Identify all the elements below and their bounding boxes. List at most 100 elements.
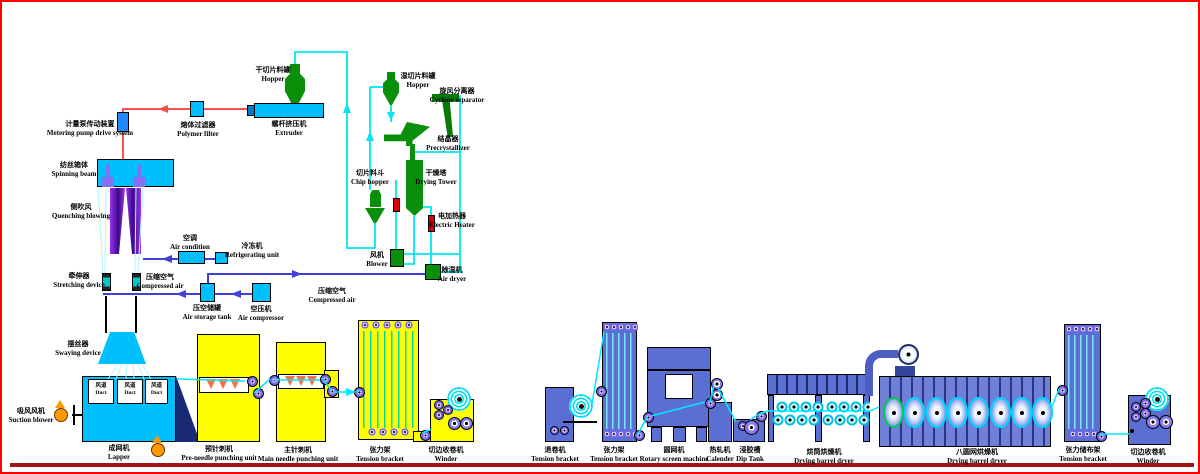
roller-row xyxy=(1065,325,1100,333)
roller xyxy=(596,386,607,397)
label-barrel-dryer-1: 烘筒烘燥机 Drying barrel dryer xyxy=(794,448,854,465)
air-condition-unit xyxy=(178,251,205,264)
dryer-exhaust-duct xyxy=(865,350,895,396)
needle-triangle xyxy=(218,379,228,389)
label-main-needle: 主针刺机 Main needle punching unit xyxy=(257,446,339,463)
chip-valve xyxy=(393,198,400,212)
roller xyxy=(634,430,645,441)
roller xyxy=(320,374,331,385)
label-blower: 风机 Blower xyxy=(366,251,388,268)
dryer-exhaust-stub xyxy=(882,350,898,358)
label-polymer-filter: 熔体过滤器 Polymer filter xyxy=(177,121,219,138)
dryer-drum xyxy=(1032,397,1053,428)
roller xyxy=(269,375,280,386)
label-metering-pump: 计量泵传动装置 Metering pump drive system xyxy=(46,120,134,137)
duct-label-zh: 风道 xyxy=(95,383,107,389)
duct-label-en: Duct xyxy=(150,389,163,396)
roller xyxy=(460,417,473,430)
chip-hopper-funnel xyxy=(365,208,385,223)
air-storage-tank-unit xyxy=(200,283,215,302)
label-drying-tower: 干燥塔 Drying Tower xyxy=(415,169,457,186)
dryer-rollers xyxy=(826,401,870,414)
quench-chamber-right xyxy=(126,188,141,254)
roller xyxy=(744,420,759,435)
label-tension-bracket-2: 张力架 Tension bracket xyxy=(590,446,638,463)
swaying-device-unit xyxy=(98,332,146,364)
label-lapper: 成网机 Lapper xyxy=(107,444,131,461)
label-spinning-beam: 纺丝箱体 Spinning beam xyxy=(51,161,97,178)
duct-3: 风道 Duct xyxy=(145,379,168,404)
label-unwinder: 退卷机 Tension bracket xyxy=(531,446,579,463)
quench-chamber-left xyxy=(110,188,125,254)
label-chip-hopper: 切片料斗 Chip hopper xyxy=(351,169,389,186)
stretching-device-right xyxy=(132,273,141,291)
label-wet-hopper: 湿切片料罐 Hopper xyxy=(400,72,436,89)
label-winder-2: 切边收卷机 Winder xyxy=(1130,448,1166,465)
dryer-drum xyxy=(990,397,1011,428)
roller xyxy=(247,376,258,387)
winder-2-dot xyxy=(1130,429,1134,433)
duct-label-en: Duct xyxy=(124,389,136,396)
rotary-screen-leg xyxy=(651,427,662,442)
roller xyxy=(1096,431,1107,442)
dryer-rollers xyxy=(772,414,820,427)
tension-bracket-2-threads xyxy=(606,333,633,429)
tension-storage-threads xyxy=(1068,335,1097,429)
roller xyxy=(643,412,654,423)
roller-row xyxy=(361,321,416,329)
roller xyxy=(1140,408,1151,419)
label-stretching: 牵伸器 Stretching device xyxy=(53,272,105,289)
dryer-drum xyxy=(1011,397,1032,428)
label-precrystallizer: 结晶器 Precrystallizer xyxy=(426,135,470,152)
roller xyxy=(1159,415,1173,429)
label-quenching: 侧吹风 Quenching blowing xyxy=(51,203,111,220)
label-suction-blower: 吸风风机 Suction blower xyxy=(8,407,54,424)
suction-blower-fan-2 xyxy=(152,435,162,443)
precrystallizer-unit xyxy=(384,122,430,146)
label-calender: 热轧机 Calender xyxy=(706,446,734,463)
dryer-rollers xyxy=(776,401,824,414)
air-compressor-unit xyxy=(252,283,271,302)
roller-row xyxy=(603,430,638,438)
roller xyxy=(327,386,338,397)
polymer-filter-unit xyxy=(190,101,204,117)
roller xyxy=(1146,415,1160,429)
unwinder-roll xyxy=(569,394,593,418)
dryer-drum xyxy=(947,397,968,428)
roller xyxy=(560,426,569,435)
dryer-drum xyxy=(883,397,904,428)
label-dip-tank: 浸胶槽 Dip Tank xyxy=(736,446,764,463)
label-air-condition: 空调 Air condition xyxy=(170,234,210,251)
label-electric-heater: 电加热器 Electric Heater xyxy=(429,212,475,229)
rotary-screen-leg xyxy=(696,427,707,442)
roller xyxy=(354,387,365,398)
label-swaying: 摆丝器 Swaying device xyxy=(55,340,101,357)
needle-triangle xyxy=(296,376,306,386)
label-dry-hopper: 干切片料罐 Hopper xyxy=(255,66,291,83)
wet-chip-hopper xyxy=(383,72,399,105)
label-compressed-air-1: 压缩空气 Compressed air xyxy=(136,273,184,290)
needle-triangle xyxy=(206,379,216,389)
roller-row xyxy=(1069,430,1097,438)
blower-unit xyxy=(390,249,404,267)
label-cyclone: 旋风分离器 Cyclone separator xyxy=(429,87,485,104)
roller xyxy=(756,411,767,422)
rotary-screen-window xyxy=(665,374,693,399)
suction-blower-fan-2-body xyxy=(151,443,165,457)
roller xyxy=(550,426,559,435)
melt-arrow-left xyxy=(158,105,168,113)
tension-bracket-1-threads xyxy=(363,331,414,428)
dryer-rollers xyxy=(822,414,870,427)
dryer-drum xyxy=(904,397,925,428)
electric-heater-unit xyxy=(428,215,435,232)
roller xyxy=(443,405,453,415)
duct-label-zh: 风道 xyxy=(150,383,162,389)
unwinder-shelf xyxy=(563,421,597,423)
roller xyxy=(434,400,444,410)
unwinder-unit xyxy=(545,387,574,442)
dryer-fan-base xyxy=(895,366,915,376)
dryer-drum xyxy=(926,397,947,428)
roller xyxy=(420,430,431,441)
ground-line xyxy=(10,463,1194,467)
